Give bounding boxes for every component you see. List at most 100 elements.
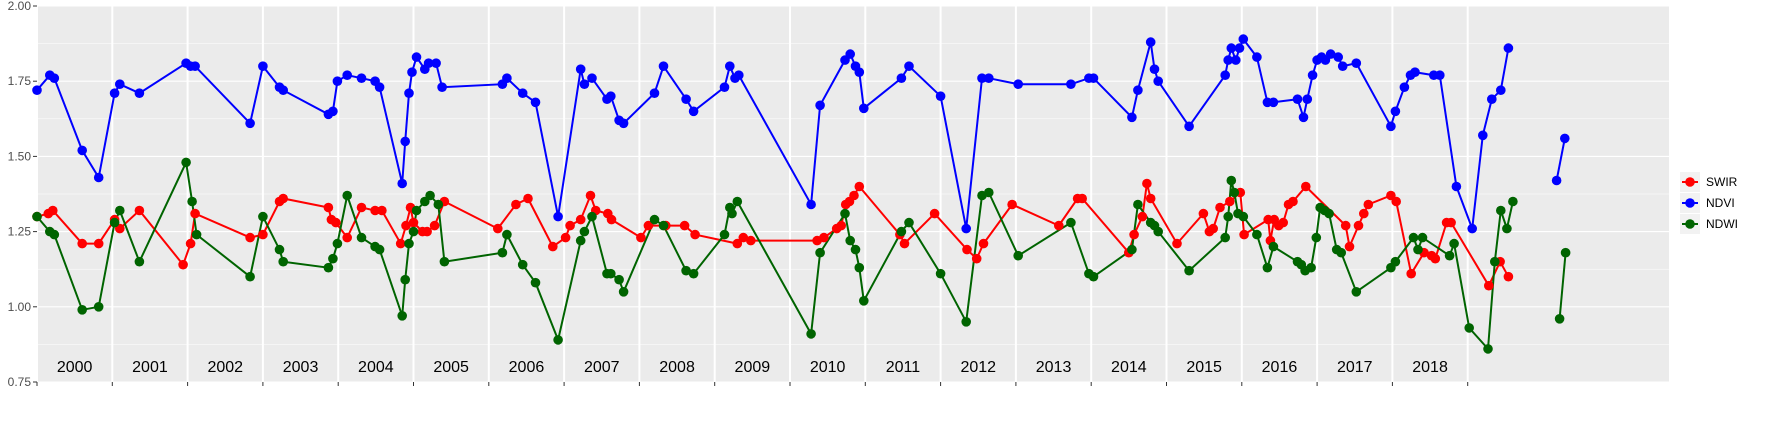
year-label: 2013 <box>1036 359 1072 376</box>
data-point-swir <box>408 217 419 228</box>
data-point-swir <box>511 199 521 210</box>
data-point-ndwi <box>328 253 338 264</box>
data-point-ndwi <box>109 217 120 228</box>
data-point-ndwi <box>530 277 541 288</box>
year-label: 2000 <box>57 359 93 376</box>
data-point-ndwi <box>1133 199 1143 210</box>
data-point-ndwi <box>1238 211 1249 222</box>
data-point-ndvi <box>502 73 512 83</box>
series-line-ndvi <box>1555 138 1566 181</box>
data-point-ndwi <box>1262 262 1273 273</box>
y-tick-label: 1.25 <box>8 225 32 239</box>
data-point-swir <box>606 214 617 225</box>
data-point-ndwi <box>278 256 289 267</box>
data-point-ndwi <box>134 256 145 267</box>
year-label: 2012 <box>960 359 996 376</box>
data-point-swir <box>278 193 289 204</box>
data-point-ndwi <box>1088 271 1099 282</box>
data-point-ndvi <box>688 106 699 117</box>
data-point-ndwi <box>411 205 422 216</box>
y-tick-label: 1.75 <box>8 74 32 88</box>
data-point-ndvi <box>854 67 865 77</box>
data-point-ndwi <box>397 311 408 321</box>
y-tick-label: 1.00 <box>8 300 32 314</box>
data-point-ndvi <box>278 85 289 95</box>
data-point-ndwi <box>649 214 660 225</box>
data-point-swir <box>643 220 654 231</box>
data-point-ndwi <box>77 305 87 315</box>
data-point-swir <box>370 205 380 216</box>
data-point-ndwi <box>1226 175 1237 186</box>
year-label: 2004 <box>358 359 394 376</box>
data-point-swir <box>1129 229 1139 240</box>
data-point-swir <box>77 238 87 249</box>
data-point-ndwi <box>1311 232 1322 243</box>
data-point-ndvi <box>1149 64 1160 74</box>
data-point-ndvi <box>725 61 735 71</box>
data-point-ndvi <box>1467 223 1477 234</box>
data-point-ndwi <box>374 244 385 255</box>
data-point-swir <box>178 259 188 270</box>
data-point-ndvi <box>618 118 629 129</box>
data-point-swir <box>819 232 829 243</box>
data-point-ndvi <box>1302 94 1313 104</box>
data-point-swir <box>1137 211 1148 222</box>
data-point-ndwi <box>439 256 450 267</box>
data-point-swir <box>1446 217 1456 228</box>
data-point-ndvi <box>1238 34 1249 44</box>
data-point-swir <box>1406 268 1416 279</box>
data-point-swir <box>585 190 596 201</box>
data-point-ndwi <box>1496 205 1506 216</box>
data-point-ndwi <box>517 259 528 270</box>
data-point-ndvi <box>245 118 255 129</box>
data-point-swir <box>1215 202 1225 213</box>
data-point-ndvi <box>1226 43 1237 53</box>
data-point-ndvi <box>517 88 528 98</box>
year-label: 2017 <box>1337 359 1373 376</box>
data-point-ndwi <box>850 244 861 255</box>
data-point-ndwi <box>961 317 971 327</box>
data-point-ndwi <box>575 235 586 246</box>
data-point-swir <box>1208 223 1218 234</box>
data-point-swir <box>1054 220 1064 231</box>
data-point-ndwi <box>1351 287 1362 297</box>
year-label: 2014 <box>1111 359 1147 376</box>
legend: SWIR NDVI NDWI <box>1680 172 1738 234</box>
data-point-ndvi <box>1223 55 1233 65</box>
year-label: 2007 <box>584 359 620 376</box>
data-point-ndvi <box>530 97 541 108</box>
data-point-ndwi <box>115 205 125 216</box>
data-point-ndwi <box>93 302 104 312</box>
data-point-swir <box>185 238 196 249</box>
data-point-swir <box>1239 229 1249 240</box>
data-point-swir <box>395 238 406 249</box>
data-point-swir <box>738 232 749 243</box>
legend-key-point <box>1685 177 1695 187</box>
data-point-swir <box>429 220 440 231</box>
data-point-ndwi <box>1413 244 1423 255</box>
data-point-ndvi <box>109 88 120 98</box>
data-point-swir <box>732 238 743 249</box>
data-point-ndwi <box>497 247 508 258</box>
data-point-ndwi <box>1324 208 1334 219</box>
data-point-swir <box>971 253 982 264</box>
data-point-swir <box>849 190 859 201</box>
data-point-ndvi <box>681 94 691 104</box>
data-point-ndwi <box>1127 244 1137 255</box>
data-point-swir <box>377 205 387 216</box>
data-point-ndwi <box>904 217 914 228</box>
data-point-swir <box>323 202 334 213</box>
year-label: 2010 <box>810 359 846 376</box>
data-point-ndwi <box>1490 256 1500 267</box>
data-point-swir <box>1007 199 1017 210</box>
data-point-ndvi <box>1268 97 1279 108</box>
data-point-ndvi <box>1560 133 1570 144</box>
data-point-ndwi <box>1336 247 1346 258</box>
y-tick-label: 2.00 <box>8 0 32 13</box>
year-label: 2003 <box>283 359 319 376</box>
data-point-ndwi <box>49 229 60 240</box>
data-point-swir <box>1301 181 1311 192</box>
data-point-swir <box>1145 193 1156 204</box>
data-point-ndvi <box>845 49 855 59</box>
data-point-ndwi <box>806 329 816 339</box>
